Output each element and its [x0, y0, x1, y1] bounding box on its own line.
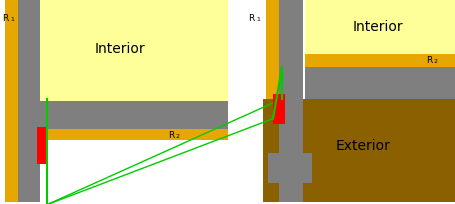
Bar — [273, 94, 284, 124]
Bar — [304, 54, 455, 67]
Text: R: R — [248, 14, 254, 23]
Bar — [304, 67, 455, 99]
Text: 1: 1 — [255, 17, 259, 22]
Bar — [40, 101, 228, 129]
Bar — [5, 0, 18, 202]
Bar — [18, 0, 40, 202]
Text: 2: 2 — [176, 134, 180, 140]
Bar — [278, 0, 302, 202]
Text: 1: 1 — [10, 17, 14, 22]
Bar — [304, 0, 455, 54]
Text: Interior: Interior — [352, 20, 402, 34]
Bar — [40, 129, 228, 140]
Bar — [263, 99, 455, 202]
Bar — [268, 153, 311, 183]
Text: 2: 2 — [433, 59, 437, 64]
Text: R: R — [167, 132, 174, 141]
Bar — [0, 0, 228, 202]
Text: R: R — [425, 56, 431, 65]
Bar — [37, 126, 47, 164]
Bar — [265, 0, 278, 99]
Text: Interior: Interior — [95, 42, 145, 57]
Text: R: R — [2, 14, 8, 23]
Text: Exterior: Exterior — [335, 139, 389, 153]
Bar — [263, 0, 455, 99]
Bar — [40, 0, 228, 101]
